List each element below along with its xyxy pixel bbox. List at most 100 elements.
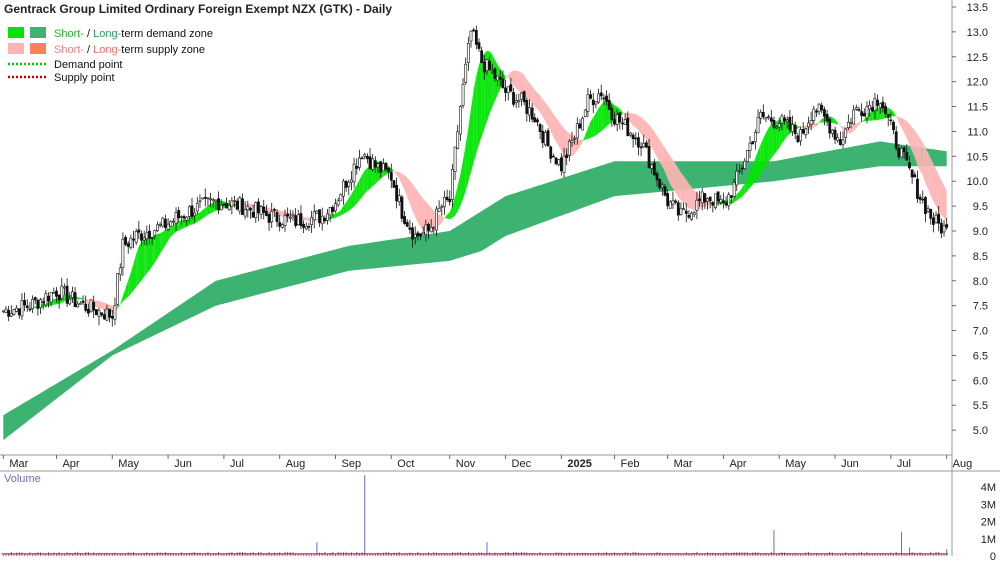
short-term-supply-zone-segment <box>649 125 652 148</box>
price-tick-label: 7.0 <box>973 326 988 338</box>
candle-body <box>698 199 700 201</box>
candle-body <box>661 185 663 187</box>
short-term-supply-zone-segment <box>516 70 519 91</box>
candle-body <box>693 212 695 214</box>
short-term-demand-zone-segment <box>766 128 769 166</box>
short-term-demand-zone-segment <box>769 125 772 162</box>
candle-body <box>861 112 863 116</box>
candle-body <box>927 209 929 212</box>
candle-body <box>892 122 894 130</box>
candle-body <box>608 100 610 109</box>
candle-body <box>138 230 140 232</box>
short-term-supply-zone-segment <box>96 301 99 308</box>
short-term-supply-zone-segment <box>418 192 421 227</box>
candle-body <box>722 201 724 203</box>
candle-body <box>87 309 89 313</box>
candle-body <box>55 291 57 296</box>
short-term-supply-zone-segment <box>686 180 689 209</box>
candle-body <box>831 130 833 133</box>
short-term-supply-zone-segment <box>692 187 695 210</box>
short-term-demand-zone-segment <box>213 201 216 212</box>
candle-body <box>738 170 740 171</box>
short-term-supply-zone-segment <box>939 175 942 215</box>
candle-body <box>823 110 825 117</box>
candle-body <box>430 227 432 231</box>
candle-body <box>42 302 44 303</box>
candle-body <box>518 100 520 101</box>
short-term-supply-zone-segment <box>931 158 934 202</box>
candle-body <box>512 92 514 104</box>
candle-body <box>853 110 855 124</box>
short-term-demand-zone-segment <box>761 138 764 174</box>
candle-body <box>744 161 746 168</box>
candle-body <box>651 165 653 169</box>
candle-body <box>869 105 871 109</box>
candle-body <box>241 199 243 215</box>
price-tick-label: 13.5 <box>967 2 988 14</box>
candle-body <box>334 204 336 211</box>
time-tick-label: Dec <box>512 458 532 470</box>
short-term-demand-zone-segment <box>771 123 774 158</box>
candle-body <box>69 299 71 304</box>
candle-body <box>789 117 791 130</box>
volume-tick-label: 4M <box>981 482 996 494</box>
candle-body <box>528 107 530 115</box>
candle-body <box>706 199 708 202</box>
candle-body <box>271 211 273 221</box>
candle-body <box>366 156 368 159</box>
candle-body <box>297 215 299 225</box>
candle-body <box>82 301 84 303</box>
candle-body <box>802 129 804 133</box>
candle-body <box>807 123 809 127</box>
short-term-supply-zone-segment <box>925 148 928 189</box>
candle-body <box>228 205 230 209</box>
candle-body <box>542 131 544 143</box>
time-tick-label: Jul <box>230 458 244 470</box>
candle-body <box>746 150 748 161</box>
short-term-demand-zone-segment <box>599 105 602 133</box>
candle-body <box>85 304 87 310</box>
candle-body <box>930 209 932 218</box>
short-term-demand-zone-segment <box>878 108 881 120</box>
candle-body <box>441 206 443 207</box>
candle-body <box>180 217 182 218</box>
candle-body <box>61 286 63 299</box>
candle-body <box>709 197 711 201</box>
candle-body <box>414 234 416 237</box>
candle-body <box>730 196 732 198</box>
candle-body <box>462 84 464 105</box>
candle-body <box>635 138 637 139</box>
price-tick-label: 12.5 <box>967 52 988 64</box>
candle-body <box>664 187 666 196</box>
candle-body <box>268 214 270 222</box>
legend-supply-point-label: Supply point <box>54 72 115 84</box>
price-tick-label: 6.0 <box>973 375 988 387</box>
candle-body <box>316 211 318 213</box>
candle-body <box>93 302 95 310</box>
candle-body <box>491 71 493 72</box>
time-tick-label: Aug <box>953 458 973 470</box>
candle-body <box>265 211 267 216</box>
candle-body <box>449 199 451 202</box>
candle-body <box>903 148 905 152</box>
short-term-demand-zone-segment <box>365 168 368 194</box>
candle-body <box>526 100 528 113</box>
price-tick-label: 8.0 <box>973 276 988 288</box>
candle-body <box>175 213 177 224</box>
candle-body <box>922 199 924 200</box>
candle-body <box>29 309 31 310</box>
candle-body <box>900 148 902 157</box>
candle-body <box>162 218 164 226</box>
candle-body <box>403 216 405 223</box>
time-tick-label: May <box>785 458 806 470</box>
short-term-supply-zone-segment <box>689 184 692 210</box>
candle-body <box>680 208 682 214</box>
candle-body <box>576 124 578 138</box>
candle-body <box>143 238 145 240</box>
candle-body <box>236 201 238 209</box>
short-term-supply-zone-segment <box>519 71 522 93</box>
candle-body <box>446 197 448 200</box>
price-tick-label: 10.0 <box>967 176 988 188</box>
candle-body <box>943 226 945 232</box>
